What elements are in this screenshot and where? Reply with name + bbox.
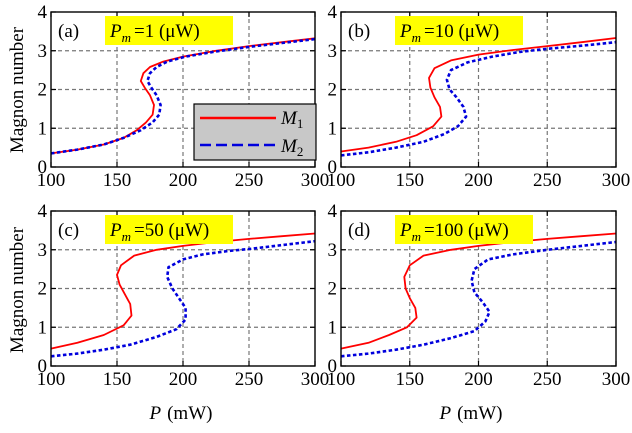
x-tick-label: 150 [103,170,132,191]
legend-label-m1: M1 [280,108,303,131]
x-tick-label: 200 [169,170,198,191]
legend-box [193,103,317,161]
panel-d: 100 150 200 250 300 0 1 2 3 4 (d) Pm =100 (μW) [327,201,631,390]
panel-label: (d) [348,220,370,241]
y-tick-label: 0 [328,157,338,178]
panel-title: Pm =50 (μW) [109,220,209,244]
panel-title: Pm =100 (μW) [399,220,509,244]
x-tick-label: 300 [301,369,330,390]
y-tick-label: 3 [38,41,48,62]
y-tick-label: 2 [328,80,338,101]
y-tick-label: 0 [38,157,48,178]
y-axis-label-top: Magnon number [7,26,28,153]
series-line-m2 [340,240,617,358]
y-tick-label: 0 [38,356,48,377]
panel-label: (a) [58,21,79,42]
y-tick-label: 2 [328,279,338,300]
panel-title-highlight [105,215,233,244]
y-tick-label: 1 [38,317,48,338]
series-line-m2 [50,239,316,358]
y-tick-label: 3 [328,41,338,62]
panel-a: 100 150 200 250 300 0 1 2 3 4 (a) Pm =1 (μW) [37,2,330,191]
x-tick-label: 100 [37,170,66,191]
panel-title: Pm =1 (μW) [109,21,200,45]
x-tick-label: 250 [235,170,264,191]
y-tick-label: 1 [38,118,48,139]
x-tick-label: 300 [602,369,631,390]
y-tick-label: 0 [328,356,338,377]
x-tick-label: 250 [235,369,264,390]
x-tick-label: 150 [396,369,425,390]
panel-label: (b) [348,21,370,42]
legend: M1 M2 [193,103,317,161]
y-tick-label: 2 [38,80,48,101]
x-tick-label: 300 [301,170,330,191]
x-tick-label: 150 [396,170,425,191]
y-tick-label: 4 [38,2,48,23]
y-tick-label: 1 [328,317,338,338]
x-axis-label-left: P (mW) [149,403,213,424]
x-tick-label: 150 [103,369,132,390]
panel-label: (c) [58,220,79,241]
series-line-m2 [50,37,316,155]
x-tick-label: 100 [37,369,66,390]
y-tick-label: 2 [38,279,48,300]
x-tick-label: 100 [327,369,356,390]
y-tick-label: 4 [328,2,338,23]
x-tick-label: 100 [327,170,356,191]
x-tick-label: 250 [533,170,562,191]
panel-c: 100 150 200 250 300 0 1 2 3 4 (c) Pm =50 (μW) [37,201,330,390]
panel-title-highlight [105,16,233,45]
y-tick-label: 1 [328,118,338,139]
x-tick-label: 200 [464,369,493,390]
series-line-m1 [340,37,617,153]
panel-title: Pm =10 (μW) [399,21,499,45]
y-tick-label: 3 [38,240,48,261]
x-tick-label: 200 [169,369,198,390]
panel-b: 100 150 200 250 300 0 1 2 3 4 (b) Pm =10 (μW) [327,2,631,191]
y-tick-label: 3 [328,240,338,261]
series-line-m2 [340,40,617,157]
x-axis-label-right: P (mW) [439,403,503,424]
panel-title-highlight [395,16,523,45]
panel-title-highlight [395,215,533,244]
legend-label-m2: M2 [280,136,303,159]
y-tick-label: 4 [38,201,48,222]
y-axis-label-bottom: Magnon number [7,226,28,353]
x-tick-label: 200 [464,170,493,191]
x-tick-label: 250 [533,369,562,390]
y-tick-label: 4 [328,201,338,222]
x-tick-label: 300 [602,170,631,191]
